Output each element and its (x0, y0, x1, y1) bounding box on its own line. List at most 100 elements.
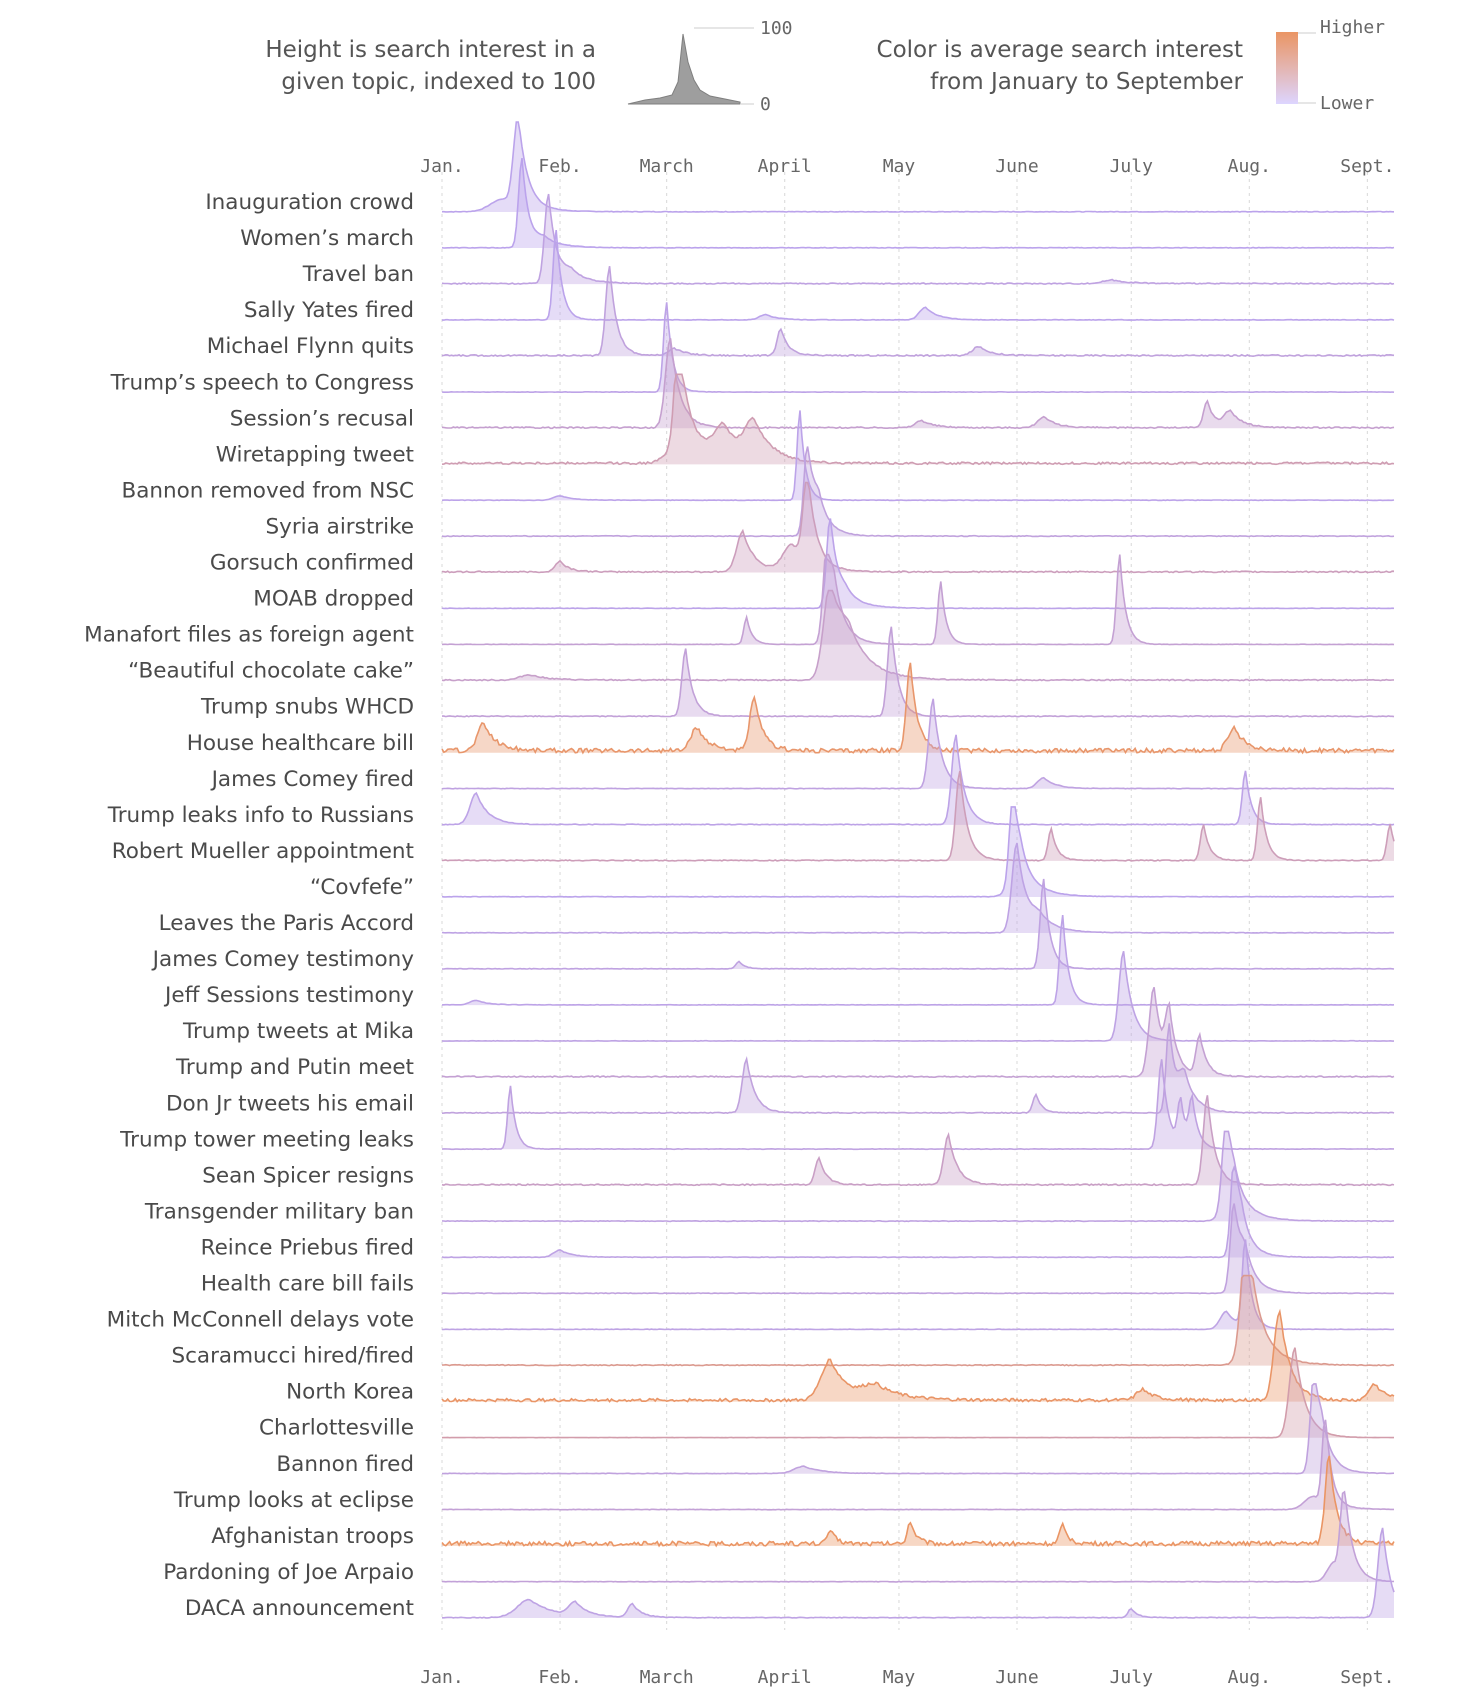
topic-row: North Korea (286, 1308, 1395, 1405)
topic-row: Reince Priebus fired (201, 1165, 1394, 1260)
topic-row: Sally Yates fired (244, 230, 1395, 323)
topic-line (441, 302, 1395, 394)
topic-row: Gorsuch confirmed (210, 481, 1394, 576)
height-legend: Height is search interest in a given top… (265, 18, 792, 115)
topic-line (441, 1239, 1395, 1331)
topic-row: Women’s march (240, 157, 1395, 251)
topic-area (442, 1275, 1394, 1366)
topic-line (441, 446, 1395, 538)
topic-label: Leaves the Paris Accord (159, 911, 414, 936)
topic-row: Mitch McConnell delays vote (107, 1239, 1395, 1333)
topic-line (442, 121, 1394, 213)
topic-area (442, 879, 1394, 970)
color-legend: Color is average search interest from Ja… (877, 17, 1386, 114)
topic-row: “Covfefe” (310, 806, 1395, 900)
topic-label: James Comey testimony (151, 947, 415, 972)
topic-row: Scaramucci hired/fired (171, 1274, 1395, 1369)
topic-label: “Beautiful chocolate cake” (128, 659, 414, 684)
topic-area (442, 518, 1394, 609)
height-legend-sample-area (627, 33, 741, 105)
topic-label: Michael Flynn quits (207, 334, 414, 359)
topic-area (442, 122, 1394, 212)
topic-label: Scaramucci hired/fired (171, 1344, 414, 1369)
topic-label: Trump leaks info to Russians (107, 803, 414, 828)
x-tick-label-bottom: May (883, 1667, 916, 1688)
topic-label: Afghanistan troops (211, 1524, 414, 1549)
topic-line (441, 266, 1395, 358)
topic-label: Session’s recusal (230, 406, 414, 431)
topic-label: Wiretapping tweet (216, 442, 414, 467)
height-legend-line-2: given topic, indexed to 100 (281, 69, 596, 95)
topic-line (441, 553, 1395, 646)
topic-row: MOAB dropped (253, 518, 1395, 612)
topic-line (441, 338, 1395, 430)
topic-label: Travel ban (302, 262, 414, 287)
x-tick-label-top: July (1110, 156, 1154, 177)
color-legend-top-label: Higher (1320, 17, 1385, 38)
topic-label: DACA announcement (185, 1596, 414, 1621)
topic-row: Robert Mueller appointment (112, 770, 1395, 864)
topic-label: Bannon removed from NSC (121, 478, 414, 503)
topic-area (442, 554, 1394, 645)
topic-row: Afghanistan troops (211, 1455, 1395, 1549)
topic-label: Inauguration crowd (205, 190, 414, 215)
topic-line (441, 1419, 1394, 1511)
topic-label: Charlottesville (259, 1416, 414, 1441)
x-tick-label-bottom: July (1110, 1667, 1154, 1688)
topic-area (442, 1095, 1394, 1186)
x-tick-label-top: Jan. (420, 156, 463, 177)
topic-area (442, 987, 1394, 1078)
topic-line (441, 1059, 1394, 1151)
top-month-axis: Jan. Feb. March April May June July Aug. Sept. (420, 156, 1394, 177)
x-tick-label-top: June (995, 156, 1038, 177)
topic-row: Trump snubs WHCD (200, 626, 1395, 720)
topic-row: Trump leaks info to Russians (107, 734, 1395, 828)
topic-line (441, 1347, 1395, 1439)
x-tick-label-bottom: Jan. (420, 1667, 463, 1688)
topic-label: Trump tower meeting leaks (119, 1127, 414, 1152)
topic-label: “Covfefe” (310, 875, 414, 900)
topic-line (441, 518, 1395, 610)
topic-area (442, 1455, 1394, 1546)
x-tick-label-top: Aug. (1228, 156, 1271, 177)
topic-area (442, 843, 1394, 933)
topic-label: Trump tweets at Mika (182, 1019, 414, 1044)
topic-area (442, 626, 1394, 717)
topic-area (442, 446, 1394, 537)
topic-label: Women’s march (240, 226, 414, 251)
topic-area (442, 915, 1394, 1006)
x-tick-label-top: April (758, 156, 812, 177)
color-legend-line-2: from January to September (930, 69, 1243, 95)
topic-line (441, 770, 1395, 862)
topic-line (442, 230, 1395, 321)
topic-line (441, 1203, 1395, 1295)
topic-line (441, 1165, 1394, 1259)
topic-line (441, 986, 1395, 1079)
topic-label: Gorsuch confirmed (210, 551, 414, 576)
x-tick-label-top: Sept. (1340, 156, 1394, 177)
topic-row: Health care bill fails (201, 1203, 1395, 1297)
topic-line (441, 589, 1395, 682)
topic-line (441, 410, 1395, 502)
topic-area (442, 1311, 1394, 1402)
topic-row: Trump tweets at Mika (182, 950, 1394, 1044)
topic-label: Mitch McConnell delays vote (107, 1308, 414, 1333)
topic-area (442, 590, 1394, 681)
topic-area (442, 1023, 1394, 1114)
topic-label: Trump and Putin meet (175, 1055, 414, 1080)
height-legend-top-label: 100 (760, 18, 793, 39)
topic-row: Bannon removed from NSC (121, 410, 1395, 503)
topic-label: Sally Yates fired (244, 298, 414, 323)
topic-row: Jeff Sessions testimony (163, 915, 1395, 1008)
topic-label: Pardoning of Joe Arpaio (163, 1560, 414, 1585)
topic-line (441, 157, 1395, 249)
topic-area (442, 662, 1394, 753)
topic-line (441, 698, 1394, 790)
topic-label: Robert Mueller appointment (112, 839, 414, 864)
topic-row: James Comey fired (210, 698, 1394, 792)
topic-label: Transgender military ban (144, 1199, 414, 1224)
x-tick-label-bottom: March (640, 1667, 694, 1688)
topic-row: Travel ban (302, 193, 1395, 287)
height-legend-bottom-label: 0 (760, 94, 771, 115)
